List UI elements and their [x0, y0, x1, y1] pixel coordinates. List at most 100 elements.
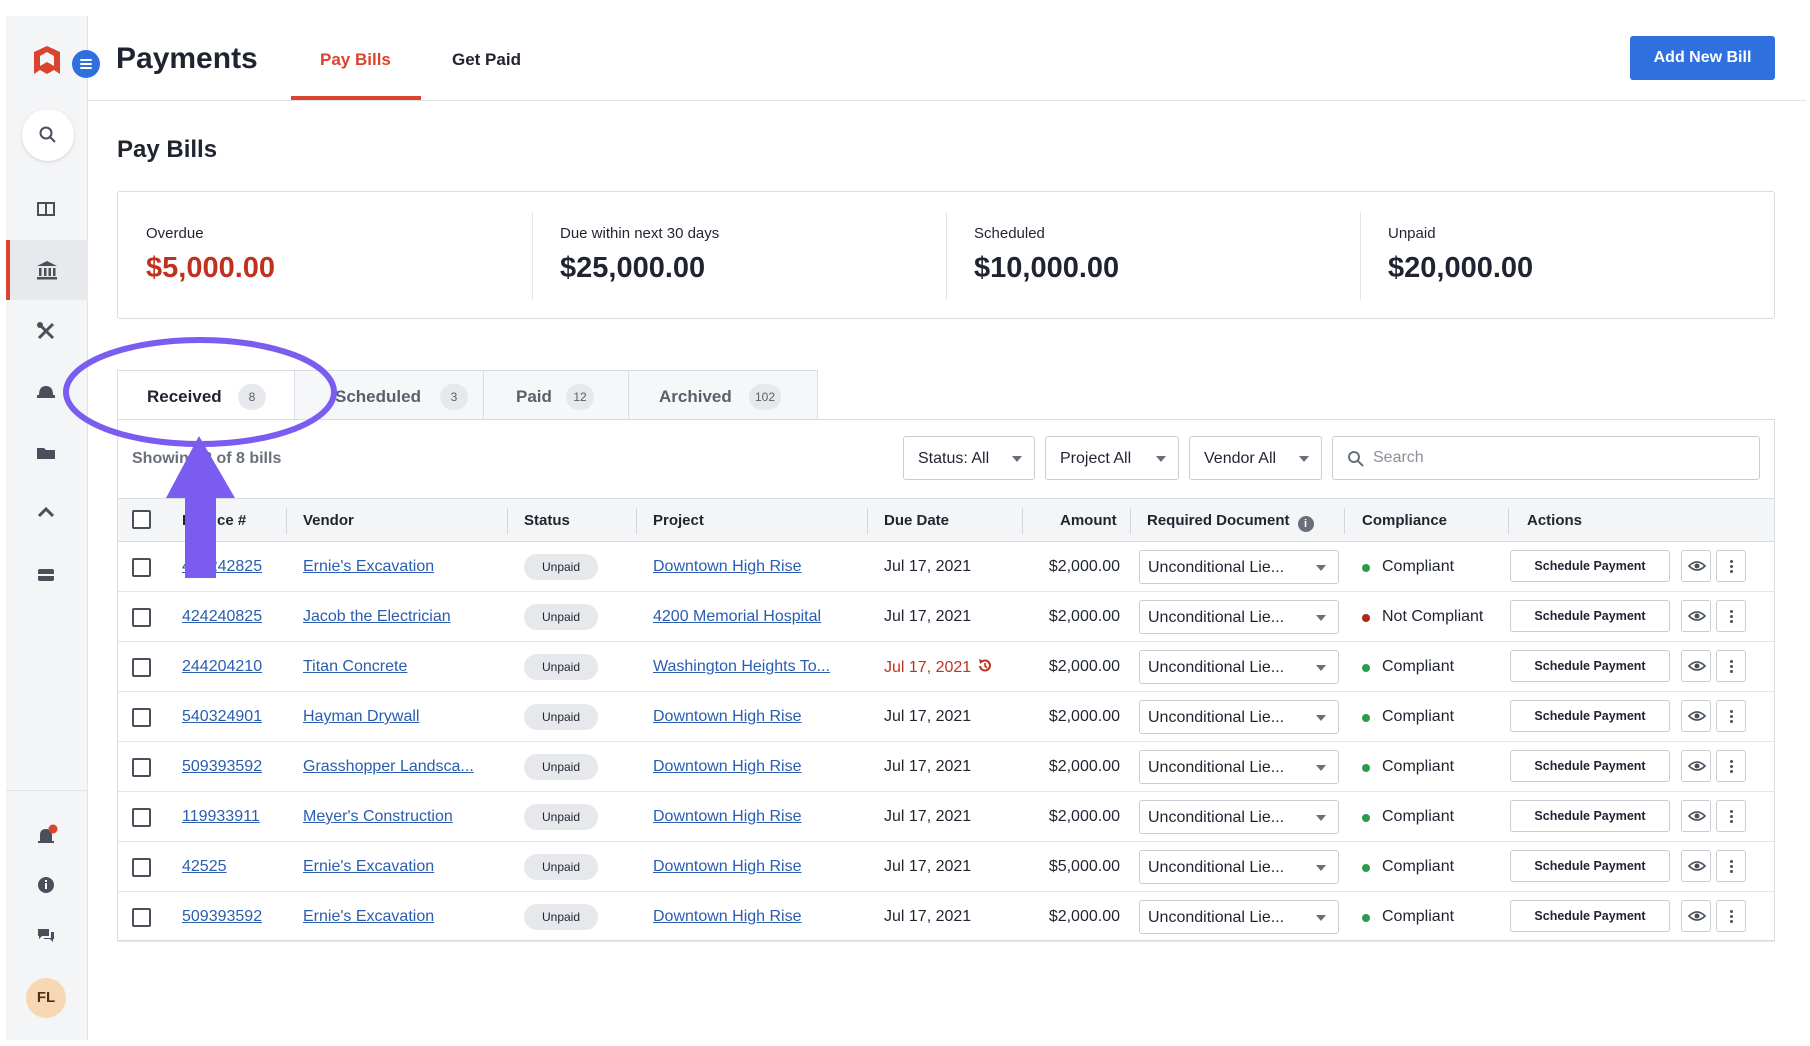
vendor-link[interactable]: Hayman Drywall — [303, 708, 420, 725]
schedule-payment-button[interactable]: Schedule Payment — [1510, 750, 1670, 782]
invoice-link[interactable]: 424240825 — [182, 608, 263, 625]
row-checkbox[interactable] — [132, 808, 151, 827]
vendor-link[interactable]: Ernie's Excavation — [303, 558, 435, 575]
invoice-link[interactable]: 119933911 — [182, 808, 260, 825]
app-menu-icon[interactable] — [72, 50, 100, 78]
invoice-link[interactable]: 244204210 — [182, 658, 263, 675]
project-link[interactable]: Downtown High Rise — [653, 908, 802, 925]
sidebar-item-dashboard[interactable] — [6, 180, 88, 240]
schedule-payment-button[interactable]: Schedule Payment — [1510, 550, 1670, 582]
row-checkbox[interactable] — [132, 558, 151, 577]
vendor-link[interactable]: Titan Concrete — [303, 658, 408, 675]
required-document-select[interactable]: Unconditional Lie... — [1139, 850, 1339, 884]
invoice-link[interactable]: 42525 — [182, 858, 227, 875]
tab-pay-bills[interactable]: Pay Bills — [320, 50, 391, 69]
view-bill-button[interactable] — [1681, 600, 1711, 632]
schedule-payment-button[interactable]: Schedule Payment — [1510, 700, 1670, 732]
view-bill-button[interactable] — [1681, 700, 1711, 732]
due-date: Jul 17, 2021 — [884, 858, 971, 876]
row-checkbox[interactable] — [132, 658, 151, 677]
schedule-payment-button[interactable]: Schedule Payment — [1510, 600, 1670, 632]
sidebar-item-help[interactable] — [6, 856, 88, 916]
info-icon[interactable]: i — [1297, 516, 1314, 532]
vendor-link[interactable]: Grasshopper Landsca... — [303, 758, 474, 775]
required-document-select[interactable]: Unconditional Lie... — [1139, 800, 1339, 834]
more-actions-button[interactable] — [1716, 750, 1746, 782]
required-document-select[interactable]: Unconditional Lie... — [1139, 750, 1339, 784]
col-status[interactable]: Status — [524, 512, 570, 529]
col-due-date[interactable]: Due Date — [884, 512, 950, 529]
row-checkbox[interactable] — [132, 908, 151, 927]
more-actions-button[interactable] — [1716, 650, 1746, 682]
project-link[interactable]: Washington Heights To... — [653, 658, 830, 675]
schedule-payment-button[interactable]: Schedule Payment — [1510, 650, 1670, 682]
sidebar-search-button[interactable] — [22, 109, 74, 161]
sidebar-item-inbox[interactable] — [6, 546, 88, 606]
vendor-link[interactable]: Ernie's Excavation — [303, 858, 435, 875]
sidebar-item-upload[interactable] — [6, 484, 88, 544]
more-actions-button[interactable] — [1716, 850, 1746, 882]
project-link[interactable]: 4200 Memorial Hospital — [653, 608, 822, 625]
col-amount[interactable]: Amount — [1060, 512, 1117, 529]
vendor-link[interactable]: Ernie's Excavation — [303, 908, 435, 925]
sidebar-item-payments[interactable] — [6, 240, 88, 300]
project-filter[interactable]: Project All — [1045, 436, 1179, 480]
col-project[interactable]: Project — [653, 512, 704, 529]
required-document-select[interactable]: Unconditional Lie... — [1139, 700, 1339, 734]
invoice-link[interactable]: 509393592 — [182, 908, 263, 925]
view-bill-button[interactable] — [1681, 900, 1711, 932]
tab-paid[interactable]: Paid 12 — [483, 370, 629, 420]
vendor-filter[interactable]: Vendor All — [1189, 436, 1322, 480]
add-new-bill-button[interactable]: Add New Bill — [1630, 36, 1775, 80]
more-actions-button[interactable] — [1716, 700, 1746, 732]
col-compliance[interactable]: Compliance — [1362, 512, 1448, 529]
amount: $2,000.00 — [1048, 608, 1120, 625]
schedule-payment-button[interactable]: Schedule Payment — [1510, 850, 1670, 882]
row-checkbox[interactable] — [132, 858, 151, 877]
sidebar-item-documents[interactable] — [6, 424, 88, 484]
project-link[interactable]: Downtown High Rise — [653, 558, 802, 575]
project-link[interactable]: Downtown High Rise — [653, 808, 802, 825]
sidebar-item-chat[interactable] — [6, 906, 88, 966]
required-document-select[interactable]: Unconditional Lie... — [1139, 900, 1339, 934]
col-vendor[interactable]: Vendor — [303, 512, 354, 529]
tab-get-paid[interactable]: Get Paid — [452, 50, 521, 69]
view-bill-button[interactable] — [1681, 650, 1711, 682]
required-document-select[interactable]: Unconditional Lie... — [1139, 650, 1339, 684]
invoice-link[interactable]: 540324901 — [182, 708, 263, 725]
select-all-checkbox[interactable] — [132, 510, 151, 529]
view-bill-button[interactable] — [1681, 550, 1711, 582]
col-required-document[interactable]: Required Document i — [1147, 512, 1314, 532]
schedule-payment-button[interactable]: Schedule Payment — [1510, 900, 1670, 932]
view-bill-button[interactable] — [1681, 850, 1711, 882]
eye-icon — [1688, 811, 1706, 821]
view-bill-button[interactable] — [1681, 800, 1711, 832]
user-avatar[interactable]: FL — [26, 978, 66, 1018]
amount: $2,000.00 — [1048, 658, 1120, 675]
more-actions-button[interactable] — [1716, 900, 1746, 932]
required-document-select[interactable]: Unconditional Lie... — [1139, 600, 1339, 634]
tab-archived[interactable]: Archived 102 — [628, 370, 818, 420]
schedule-payment-button[interactable]: Schedule Payment — [1510, 800, 1670, 832]
more-actions-button[interactable] — [1716, 550, 1746, 582]
sidebar-item-projects[interactable] — [6, 362, 88, 422]
row-checkbox[interactable] — [132, 758, 151, 777]
invoice-link[interactable]: 509393592 — [182, 758, 263, 775]
project-link[interactable]: Downtown High Rise — [653, 858, 802, 875]
more-actions-button[interactable] — [1716, 800, 1746, 832]
row-checkbox[interactable] — [132, 608, 151, 627]
tab-received[interactable]: Received 8 — [117, 370, 295, 421]
vendor-link[interactable]: Meyer's Construction — [303, 808, 453, 825]
sidebar-item-notifications[interactable] — [6, 806, 88, 866]
more-actions-button[interactable] — [1716, 600, 1746, 632]
brand-logo-icon[interactable] — [30, 44, 64, 78]
project-link[interactable]: Downtown High Rise — [653, 708, 802, 725]
vendor-link[interactable]: Jacob the Electrician — [303, 608, 451, 625]
project-link[interactable]: Downtown High Rise — [653, 758, 802, 775]
search-input[interactable] — [1373, 445, 1743, 471]
view-bill-button[interactable] — [1681, 750, 1711, 782]
row-checkbox[interactable] — [132, 708, 151, 727]
status-filter[interactable]: Status: All — [903, 436, 1035, 480]
sidebar-item-tools[interactable] — [6, 302, 88, 362]
required-document-select[interactable]: Unconditional Lie... — [1139, 550, 1339, 584]
